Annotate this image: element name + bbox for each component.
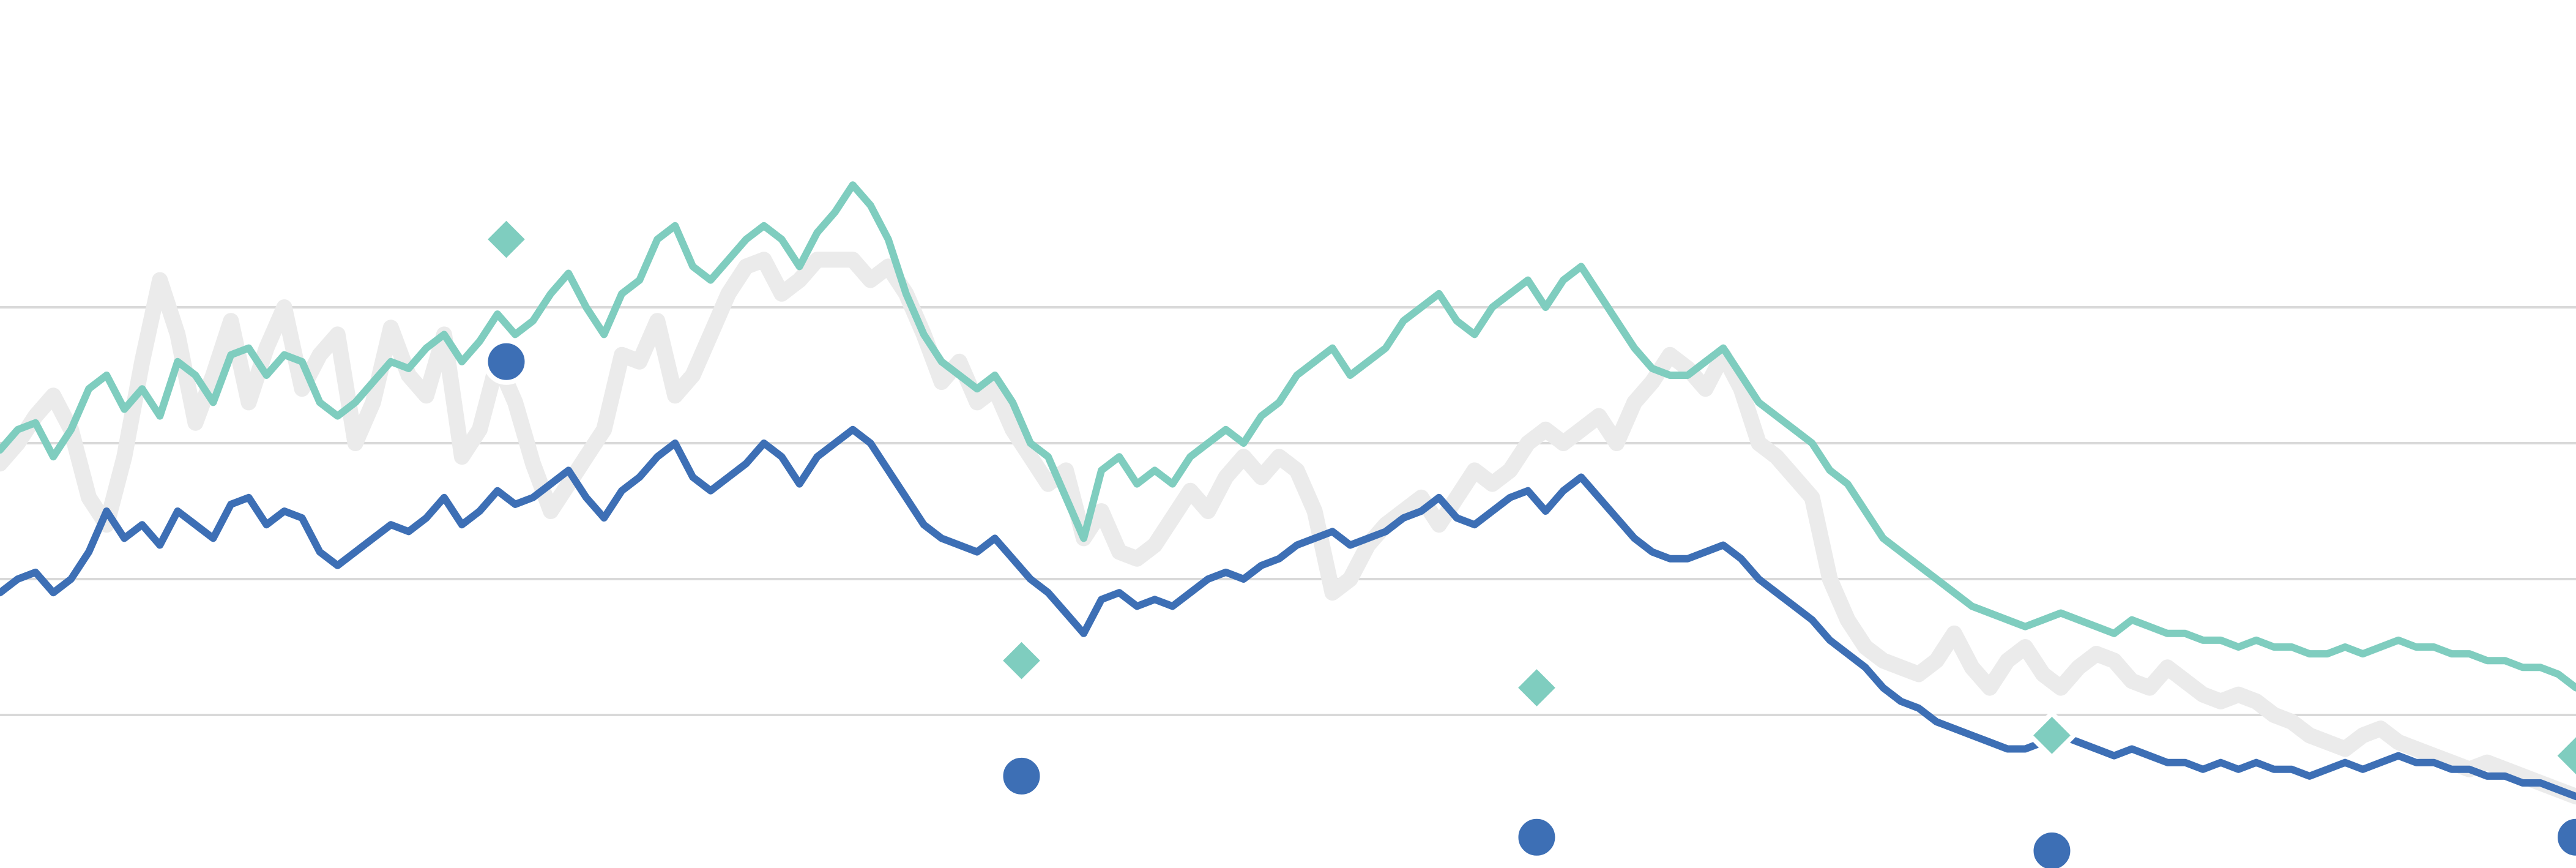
blue-circle-marker-3 <box>2028 828 2075 868</box>
teal-diamond-marker-1 <box>996 635 1048 686</box>
markers-layer <box>480 214 2576 868</box>
blue-circle-marker-1 <box>998 752 1045 799</box>
series-line-blue <box>0 425 2576 801</box>
blue-circle-marker-0 <box>483 338 530 385</box>
teal-diamond-marker-2 <box>1511 662 1563 714</box>
grid-layer <box>0 306 2576 716</box>
teal-diamond-marker-3 <box>2026 709 2078 761</box>
series-line-gray-background <box>0 252 2576 805</box>
teal-diamond-marker-4 <box>2550 730 2576 782</box>
series-line-teal <box>0 181 2576 692</box>
blue-circle-marker-4 <box>2553 814 2576 861</box>
teal-diamond-marker-0 <box>480 214 532 265</box>
blue-circle-marker-2 <box>1513 814 1560 861</box>
lines-layer <box>0 181 2576 805</box>
